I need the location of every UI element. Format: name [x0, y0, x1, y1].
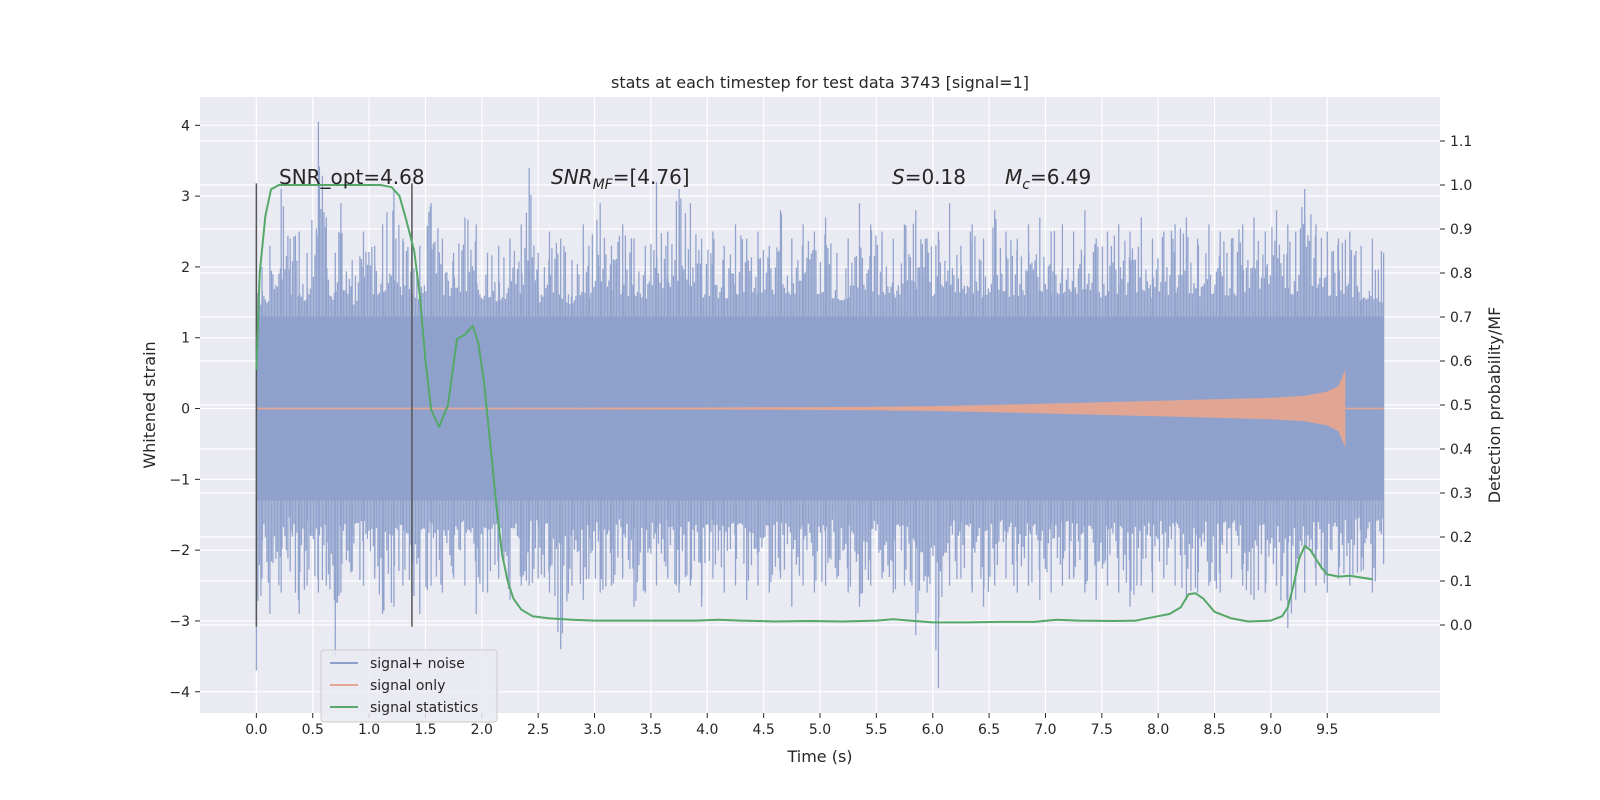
- annotation-snr-mf-base: SNR: [551, 165, 593, 189]
- legend-label-signal: signal only: [370, 678, 445, 694]
- x-tick-label: 8.0: [1147, 722, 1169, 738]
- x-axis-ticks: 0.0 0.5 1.0 1.5 2.0 2.5 3.0 3.5 4.0 4.5 5.0 5.5 6.0 6…: [245, 713, 1338, 738]
- y2-tick-label: 0.1: [1450, 574, 1472, 590]
- x-tick-label: 1.0: [358, 722, 380, 738]
- x-tick-label: 6.5: [978, 722, 1000, 738]
- annotation-mc-var: M: [1005, 165, 1022, 189]
- y2-tick-label: 1.1: [1450, 134, 1472, 150]
- annotation-mc-rest: =6.49: [1030, 165, 1091, 189]
- legend-box: [320, 649, 498, 723]
- annotation-snr-mf: SNRMF=[4.76]: [551, 165, 690, 193]
- y-tick-label: 3: [181, 189, 190, 205]
- y-tick-label: 1: [181, 331, 190, 347]
- x-tick-label: 1.5: [414, 722, 436, 738]
- y-axis-ticks: 4 3 2 1 0 −1 −2 −3 −4: [169, 118, 200, 701]
- y-tick-label: −4: [169, 685, 190, 701]
- x-axis-label: Time (s): [786, 747, 852, 766]
- x-tick-label: 4.5: [753, 722, 775, 738]
- vertical-markers: [255, 183, 413, 627]
- annotation-s: S=0.18: [892, 165, 966, 189]
- x-tick-label: 9.0: [1260, 722, 1282, 738]
- x-tick-label: 5.5: [865, 722, 887, 738]
- x-tick-label: 2.0: [471, 722, 493, 738]
- x-tick-label: 7.5: [1091, 722, 1113, 738]
- y2-tick-label: 0.4: [1450, 442, 1472, 458]
- x-tick-label: 3.5: [640, 722, 662, 738]
- y-tick-label: −2: [169, 543, 190, 559]
- annotation-mc-sub: c: [1022, 177, 1030, 193]
- y-tick-label: 0: [181, 402, 190, 418]
- legend-label-noise: signal+ noise: [370, 656, 465, 672]
- y2-tick-label: 0.6: [1450, 354, 1472, 370]
- y-axis-label: Whitened strain: [140, 341, 159, 468]
- y-tick-label: 4: [181, 118, 190, 134]
- annotation-snr-opt: SNR_opt=4.68: [279, 165, 425, 189]
- legend-label-stats: signal statistics: [370, 700, 478, 716]
- y2-tick-label: 1.0: [1450, 178, 1472, 194]
- y2-tick-label: 0.8: [1450, 266, 1472, 282]
- statistics-line: [255, 184, 1373, 624]
- y-tick-label: −1: [169, 472, 190, 488]
- y-tick-label: −3: [169, 614, 190, 630]
- y2-tick-label: 0.7: [1450, 310, 1472, 326]
- annotation-s-rest: =0.18: [905, 165, 966, 189]
- x-tick-label: 9.5: [1316, 722, 1338, 738]
- x-tick-label: 5.0: [809, 722, 831, 738]
- annotation-mc: Mc=6.49: [1005, 165, 1091, 193]
- x-tick-label: 0.0: [245, 722, 267, 738]
- y2-axis-label: Detection probability/MF: [1485, 307, 1504, 504]
- x-tick-label: 6.0: [922, 722, 944, 738]
- chart-title: stats at each timestep for test data 374…: [611, 73, 1029, 92]
- x-tick-label: 7.0: [1034, 722, 1056, 738]
- annotation-snr-mf-rest: =[4.76]: [613, 165, 690, 189]
- signal-statistics-series: [255, 184, 1373, 624]
- y2-tick-label: 0.9: [1450, 222, 1472, 238]
- annotation-snr-mf-sub: MF: [593, 177, 614, 193]
- signal-only-series: [256, 369, 1384, 448]
- x-tick-label: 8.5: [1203, 722, 1225, 738]
- y2-tick-label: 0.5: [1450, 398, 1472, 414]
- x-tick-label: 4.0: [696, 722, 718, 738]
- annotation-s-var: S: [892, 165, 905, 189]
- y2-tick-label: 0.2: [1450, 530, 1472, 546]
- y2-axis-ticks: 1.1 1.0 0.9 0.8 0.7 0.6 0.5 0.4 0.3 0.2 0.1 0.0: [1440, 134, 1472, 634]
- x-tick-label: 3.0: [583, 722, 605, 738]
- y-tick-label: 2: [181, 260, 190, 276]
- legend: signal+ noise signal only signal statist…: [320, 649, 498, 723]
- y2-tick-label: 0.3: [1450, 486, 1472, 502]
- y2-tick-label: 0.0: [1450, 618, 1472, 634]
- x-tick-label: 0.5: [302, 722, 324, 738]
- x-tick-label: 2.5: [527, 722, 549, 738]
